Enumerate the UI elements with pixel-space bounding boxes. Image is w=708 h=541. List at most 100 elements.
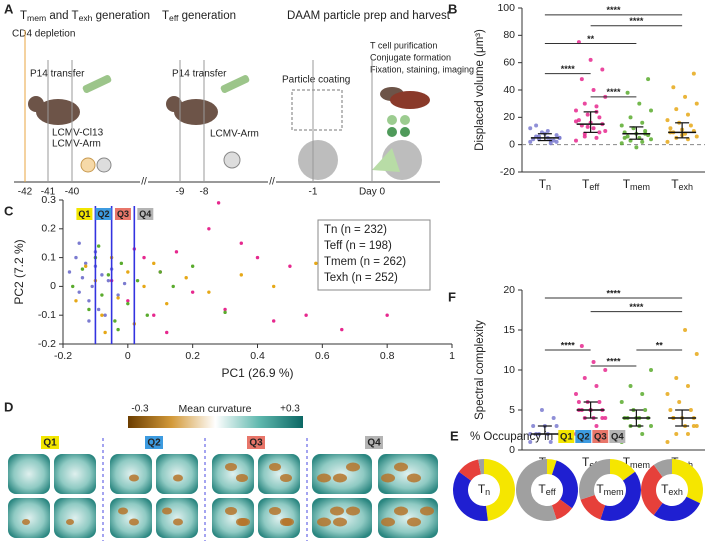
significance-label: **** — [606, 356, 621, 366]
section-title-part: generation — [92, 10, 150, 22]
dot — [385, 313, 389, 317]
quadrant-label: Q1 — [78, 209, 90, 219]
dot — [634, 145, 639, 150]
x-tick-label: Teff — [582, 177, 600, 192]
dot — [597, 130, 602, 135]
quadrant-label: Q3 — [117, 209, 129, 219]
significance-label: **** — [606, 87, 621, 97]
dot — [643, 129, 648, 133]
curvature-spot — [66, 519, 74, 525]
y-tick-label: 0 — [509, 444, 515, 456]
dot — [548, 440, 553, 444]
dot — [683, 94, 688, 99]
quadrant-box — [592, 430, 609, 443]
y-tick-label: 0 — [509, 138, 515, 150]
dot — [534, 123, 539, 128]
dot — [216, 201, 221, 205]
day-label: -40 — [65, 187, 80, 198]
y-axis-label: Spectral complexity — [474, 320, 486, 420]
quadrant-box — [114, 208, 131, 220]
separators — [102, 438, 308, 541]
quadrant-box — [558, 430, 575, 443]
dot — [573, 108, 578, 113]
dot — [649, 108, 654, 113]
dot — [96, 244, 101, 248]
y-tick-label: -0.1 — [38, 309, 56, 321]
day-label: -9 — [176, 187, 185, 198]
dot — [87, 299, 91, 303]
virus — [223, 151, 241, 169]
x-tick-label: 0.4 — [250, 350, 265, 362]
significance-label: **** — [629, 16, 644, 26]
dot — [594, 384, 599, 388]
significance-label: **** — [606, 288, 621, 298]
step-label: LCMV-Arm — [52, 139, 101, 150]
dot — [77, 241, 81, 245]
day-label: -1 — [309, 187, 318, 198]
donut-label: Teff — [538, 482, 556, 497]
quadrant-label: Q3 — [249, 438, 263, 449]
section-title-part: and — [46, 10, 71, 22]
dot — [119, 261, 124, 266]
colorbar-min: -0.3 — [131, 404, 149, 415]
step-label: P14 transfer — [172, 69, 227, 80]
curvature-spot — [22, 519, 30, 525]
dot — [688, 123, 693, 128]
section-title-part: T — [20, 10, 27, 22]
dot — [622, 135, 627, 140]
dot — [100, 313, 104, 317]
dot — [674, 432, 679, 436]
dot — [640, 392, 645, 396]
x-axis-label: PC1 (26.9 %) — [221, 366, 293, 380]
dot — [573, 119, 578, 124]
zoom-box — [291, 89, 343, 131]
significance-label: **** — [561, 340, 576, 350]
colorbar-max: +0.3 — [280, 404, 300, 415]
dot — [304, 313, 308, 317]
dot — [685, 432, 690, 436]
dot — [649, 424, 654, 428]
timeline-decor: // // — [14, 75, 440, 188]
significance-label: ** — [656, 340, 664, 350]
dot — [528, 126, 533, 131]
x-tick-label-part: T — [582, 177, 590, 191]
well — [387, 127, 397, 137]
section-title-part: T — [72, 10, 79, 22]
dot — [126, 301, 130, 306]
dot — [685, 112, 690, 117]
cell-image — [8, 454, 50, 494]
dot — [184, 276, 188, 280]
dot — [100, 293, 104, 297]
curvature-spot — [394, 462, 408, 472]
dot — [691, 71, 696, 76]
dot — [100, 273, 104, 277]
dot — [603, 129, 608, 133]
cell-image — [212, 454, 254, 494]
donut-slice — [653, 459, 672, 478]
donut-label: Texh — [661, 482, 683, 497]
section-title-part: eff — [169, 13, 179, 23]
dot — [573, 138, 578, 143]
section-title: DAAM particle prep and harvest — [287, 10, 451, 22]
dot — [207, 290, 211, 294]
panel-label: D — [4, 399, 13, 414]
virus — [80, 157, 96, 173]
donut-slice — [580, 494, 606, 520]
cell-image — [258, 454, 300, 494]
dot — [628, 115, 633, 120]
cell-image — [258, 498, 300, 538]
step-label: Particle coating — [282, 75, 350, 86]
dot — [103, 330, 107, 335]
dot — [174, 250, 179, 254]
x-tick-label-part: T — [623, 455, 631, 469]
dot — [113, 319, 117, 323]
dot — [90, 284, 94, 289]
y-axis-label: PC2 (7.2 %) — [12, 239, 26, 304]
curvature-spot — [225, 463, 237, 471]
y-tick-label: 20 — [503, 111, 515, 123]
dot — [640, 120, 645, 125]
dot — [619, 141, 624, 146]
dot — [87, 319, 91, 323]
dot — [665, 392, 670, 396]
section-title-part: DAAM particle prep and harvest — [287, 10, 451, 22]
